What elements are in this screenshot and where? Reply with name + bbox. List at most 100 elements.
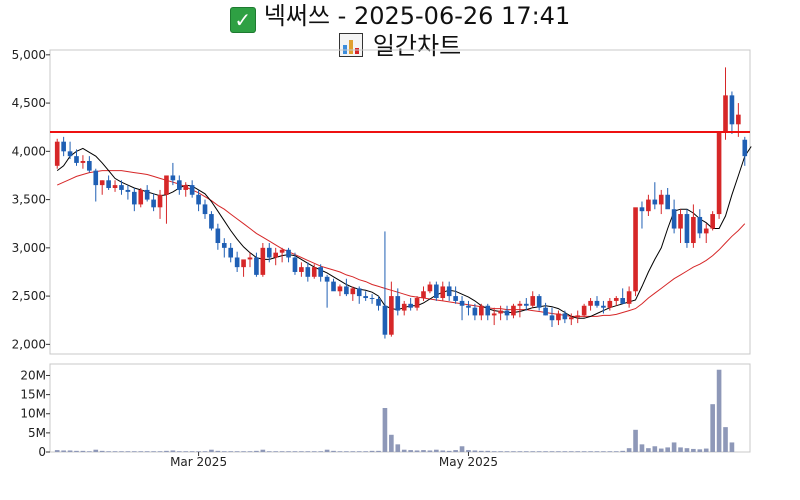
- volume-bar: [350, 451, 356, 452]
- candle-body: [581, 305, 587, 316]
- candle-body: [99, 180, 105, 186]
- volume-bar: [453, 450, 458, 452]
- volume-bar: [363, 451, 368, 452]
- candle-body: [286, 249, 291, 258]
- volume-bar: [279, 451, 285, 452]
- volume-bar: [658, 448, 664, 452]
- volume-bar: [716, 369, 722, 452]
- candle-body: [446, 286, 452, 297]
- volume-bar: [414, 450, 420, 452]
- volume-bar: [523, 451, 529, 452]
- volume-bar: [671, 442, 677, 452]
- volume-bar: [459, 446, 465, 452]
- volume-bar: [125, 451, 131, 452]
- candle-body: [536, 296, 542, 308]
- volume-bar: [286, 451, 291, 452]
- candle-body: [408, 303, 413, 308]
- volume-ytick-label: 10M: [20, 407, 46, 421]
- candle-body: [221, 243, 227, 248]
- candle-body: [414, 298, 420, 308]
- candle-body: [568, 317, 574, 320]
- volume-bar: [665, 447, 670, 452]
- volume-bar: [491, 451, 497, 452]
- candle-body: [74, 156, 79, 163]
- candle-body: [279, 249, 285, 253]
- candle-body: [517, 303, 523, 306]
- volume-bar: [228, 451, 234, 452]
- candle-body: [485, 305, 491, 316]
- candle-body: [260, 247, 266, 275]
- candle-body: [157, 194, 163, 208]
- candle-body: [112, 185, 118, 189]
- candle-body: [87, 160, 92, 171]
- volume-bar: [112, 451, 118, 452]
- candle-body: [356, 288, 362, 297]
- candle-body: [639, 207, 645, 212]
- candle-body: [144, 189, 150, 200]
- candle-body: [620, 298, 626, 304]
- volume-bar: [170, 450, 176, 452]
- volume-bar: [144, 451, 150, 452]
- candle-body: [613, 298, 619, 301]
- candle-body: [164, 175, 169, 195]
- candle-body: [176, 180, 182, 190]
- price-ytick-label: 5,000: [12, 48, 46, 62]
- candle-body: [395, 296, 401, 311]
- volume-bar: [556, 451, 561, 452]
- volume-bar: [684, 448, 690, 452]
- volume-bar: [568, 451, 574, 452]
- volume-bar: [434, 449, 439, 452]
- chart-title-text: 넥써쓰 - 2025-06-26 17:41: [263, 2, 571, 30]
- volume-bar: [196, 451, 201, 452]
- volume-bar: [485, 450, 491, 452]
- candle-body: [189, 185, 195, 195]
- candle-body: [684, 214, 690, 244]
- candle-body: [363, 296, 368, 299]
- volume-bar: [99, 450, 105, 452]
- volume-bar: [215, 450, 221, 452]
- candle-body: [106, 180, 111, 189]
- price-ytick-label: 4,000: [12, 144, 46, 158]
- candle-body: [344, 286, 349, 295]
- volume-bar: [132, 451, 137, 452]
- candle-body: [305, 267, 311, 277]
- check-mark-icon: ✓: [229, 7, 256, 33]
- candle-body: [523, 303, 529, 306]
- volume-bar: [646, 448, 651, 452]
- volume-bar: [703, 448, 709, 452]
- candle-body: [234, 257, 240, 268]
- candle-body: [170, 175, 176, 181]
- volume-bar: [151, 451, 156, 452]
- volume-bar: [581, 451, 587, 452]
- candle-body: [241, 259, 246, 268]
- volume-bar: [305, 451, 311, 452]
- volume-bar: [472, 450, 478, 452]
- candle-body: [254, 257, 259, 275]
- candle-body: [703, 228, 709, 234]
- candle-body: [453, 296, 458, 301]
- candle-body: [504, 310, 510, 316]
- candle-body: [652, 199, 658, 205]
- volume-bar: [247, 451, 253, 452]
- candle-body: [498, 310, 503, 314]
- volume-bar: [562, 451, 568, 452]
- candle-body: [61, 141, 66, 152]
- volume-bar: [119, 451, 124, 452]
- candle-body: [202, 204, 208, 215]
- volume-bar: [498, 451, 503, 452]
- volume-bar: [588, 451, 593, 452]
- volume-bar: [254, 450, 259, 452]
- volume-bar: [74, 450, 79, 452]
- candle-body: [549, 315, 555, 321]
- candle-body: [421, 291, 426, 299]
- candle-body: [716, 132, 722, 215]
- volume-bar: [221, 451, 227, 452]
- candle-body: [228, 247, 234, 258]
- volume-bar: [440, 450, 446, 452]
- price-ytick-label: 3,500: [12, 193, 46, 207]
- candle-body: [530, 296, 536, 306]
- candle-body: [588, 300, 593, 306]
- candle-body: [440, 286, 446, 299]
- candle-body: [324, 276, 330, 282]
